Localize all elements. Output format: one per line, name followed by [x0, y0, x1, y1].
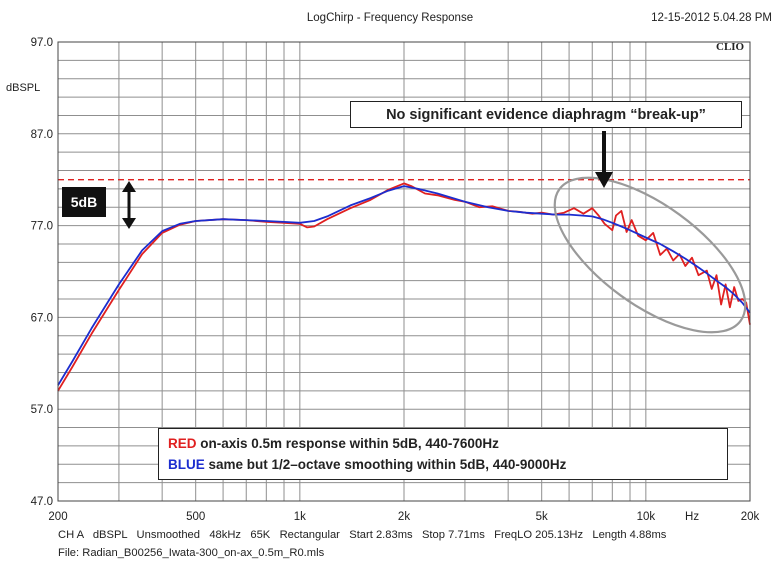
x-tick-labels: 200 500 1k 2k 5k 10k Hz 20k — [48, 511, 759, 523]
legend-blue-word: BLUE — [168, 457, 205, 472]
plot-frame — [57, 41, 751, 502]
five-db-arrow-down-head — [122, 218, 136, 229]
chart-title: LogChirp - Frequency Response — [306, 12, 474, 24]
callout-box: No significant evidence diaphragm “break… — [350, 101, 742, 128]
y-tick-label: 57.0 — [31, 404, 53, 416]
y-tick-label: 47.0 — [31, 496, 53, 508]
y-tick-label: 67.0 — [31, 312, 53, 324]
overlay-layer — [122, 131, 747, 334]
five-db-arrow-up-head — [122, 181, 136, 192]
break-up-region-ellipse — [553, 176, 747, 334]
x-tick-label: 10k — [637, 511, 656, 523]
legend-red-text: on-axis 0.5m response within 5dB, 440-76… — [196, 436, 499, 451]
y-tick-label: 77.0 — [31, 221, 53, 233]
y-axis-unit-label: dBSPL — [6, 82, 41, 94]
callout-arrow-head — [595, 172, 613, 188]
series-line-blue — [57, 185, 751, 386]
x-tick-label: 1k — [294, 511, 306, 523]
x-tick-label: 500 — [186, 511, 205, 523]
x-tick-label: 200 — [48, 511, 67, 523]
legend-red-word: RED — [168, 436, 197, 451]
series-layer — [57, 182, 751, 392]
legend-box: RED on-axis 0.5m response within 5dB, 44… — [158, 428, 728, 480]
x-tick-label: 2k — [398, 511, 410, 523]
measurement-info: CH A dBSPL Unsmoothed 48kHz 65K Rectangu… — [58, 529, 667, 541]
legend-blue-text: same but 1/2–octave smoothing within 5dB… — [204, 457, 567, 472]
y-tick-label: 97.0 — [31, 37, 53, 49]
file-name: File: Radian_B00256_Iwata-300_on-ax_0.5m… — [58, 547, 325, 559]
x-tick-label: 20k — [741, 511, 760, 523]
x-tick-label: 5k — [536, 511, 548, 523]
brand-logo: CLIO — [716, 41, 745, 53]
x-tick-label: Hz — [685, 511, 699, 523]
y-tick-label: 87.0 — [31, 129, 53, 141]
legend-red-row: RED on-axis 0.5m response within 5dB, 44… — [168, 433, 727, 454]
five-db-label: 5dB — [62, 187, 106, 217]
legend-blue-row: BLUE same but 1/2–octave smoothing withi… — [168, 454, 727, 475]
y-tick-labels: 97.0 87.0 77.0 67.0 57.0 47.0 — [31, 37, 53, 508]
timestamp: 12-15-2012 5.04.28 PM — [651, 12, 772, 24]
